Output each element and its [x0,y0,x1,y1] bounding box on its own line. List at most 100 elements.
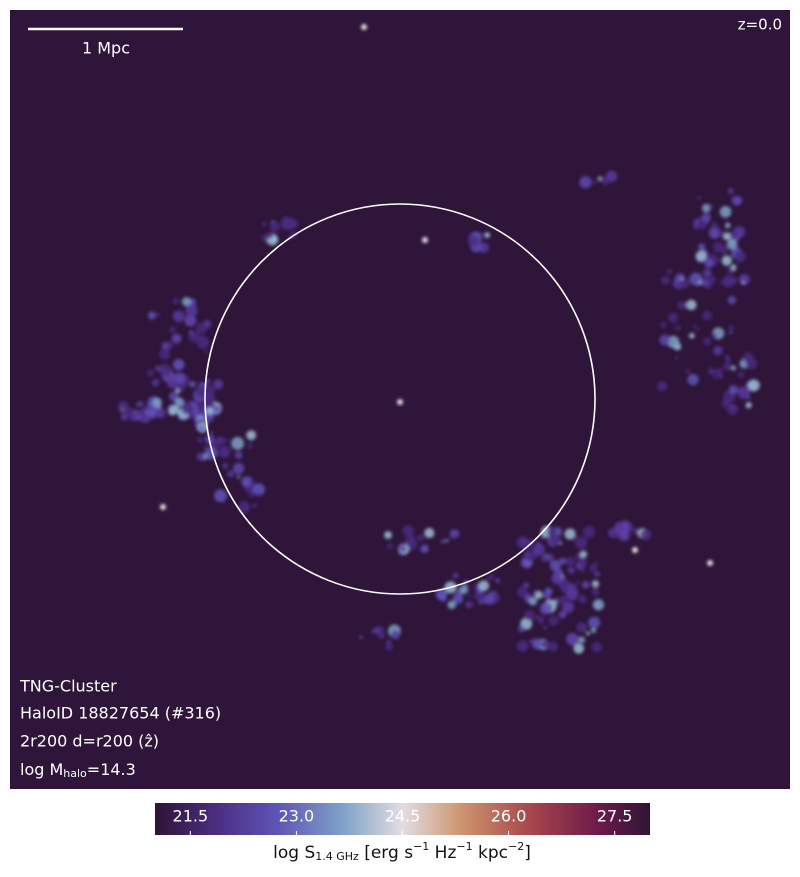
emission-blob [152,397,162,408]
emission-blob [435,588,448,601]
emission-blob [196,452,205,461]
emission-blob [181,402,194,415]
colorbar-tick-label: 21.5 [173,807,209,826]
emission-blob [203,445,208,450]
emission-blob [559,557,567,565]
emission-blob [561,601,575,614]
emission-blob [262,223,266,227]
emission-blob [269,221,281,232]
bright-source [397,399,403,405]
emission-blob [539,602,553,615]
emission-blob [541,640,550,649]
emission-blob [727,268,734,275]
emission-blob [579,176,592,189]
emission-blob [745,402,752,409]
colorbar-tick-label: 23.0 [279,807,315,826]
emission-blob [710,222,719,230]
emission-blob [184,314,197,327]
emission-blob [533,590,537,595]
emission-blob [723,362,732,371]
emission-blob [196,322,208,334]
emission-blob [667,269,672,274]
emission-blob [719,375,723,379]
emission-blob [531,638,543,650]
emission-blob [732,196,743,206]
halo-mass: log Mhalo=14.3 [20,760,136,781]
bright-source [422,237,428,243]
emission-blob [726,358,731,364]
emission-blob [707,204,713,209]
emission-blob [660,321,667,328]
emission-blob [728,385,738,395]
emission-blob [702,310,712,321]
emission-blob [205,350,209,354]
emission-blob [734,250,746,263]
emission-blob [266,231,274,239]
emission-blob [582,581,590,589]
emission-blob [169,326,176,333]
emission-blob [566,632,579,646]
emission-blob [693,218,700,226]
emission-blob [384,531,393,540]
emission-blob [447,600,457,610]
emission-blob [440,539,446,544]
emission-blob [247,443,253,449]
emission-blob [261,234,269,242]
emission-blob [713,375,718,380]
emission-blob [158,363,172,377]
emission-blob [402,524,415,537]
emission-blob [545,594,551,600]
emission-blob [717,230,725,238]
emission-blob [467,594,471,598]
emission-blob [729,330,733,334]
emission-blob [454,535,458,539]
emission-blob [623,536,627,540]
emission-blob [580,596,584,600]
emission-blob [522,582,530,589]
r200-circle [204,203,596,595]
colorbar-label: log S1.4 GHz [erg s−1 Hz−1 kpc−2] [273,840,531,863]
emission-blob [745,357,758,370]
colorbar-tick-label: 26.0 [491,807,527,826]
emission-blob [524,609,536,621]
emission-blob [213,405,222,413]
emission-blob [172,297,179,305]
emission-blob [737,386,750,399]
emission-blob [713,345,723,356]
emission-blob [139,402,143,407]
redshift: z=0.0 [738,16,782,34]
emission-blob [467,234,480,247]
emission-blob [686,299,697,311]
emission-blob [155,312,160,317]
emission-blob [710,370,716,376]
emission-blob [622,530,626,535]
emission-blob [535,541,541,547]
emission-blob [172,310,185,323]
emission-blob [548,641,559,652]
emission-blob [516,640,529,652]
emission-blob [668,312,679,323]
emission-blob [128,414,136,422]
emission-blob [600,176,610,185]
emission-blob [731,384,736,389]
emission-blob [483,593,495,605]
emission-blob [582,525,596,539]
emission-blob [640,529,652,541]
emission-blob [563,588,568,594]
emission-blob [551,572,563,585]
emission-blob [737,371,745,378]
emission-blob [518,625,525,633]
emission-blob [125,407,134,416]
emission-blob [405,535,416,546]
bright-source [160,504,166,510]
label-part: kpc [473,843,508,863]
emission-blob [722,232,731,241]
emission-blob [588,616,601,629]
emission-blob [236,454,240,458]
emission-blob [675,356,679,360]
label-sup: −1 [413,840,429,853]
emission-blob [452,572,459,579]
emission-blob [167,379,177,389]
emission-blob [695,250,707,262]
emission-blob [578,559,588,568]
